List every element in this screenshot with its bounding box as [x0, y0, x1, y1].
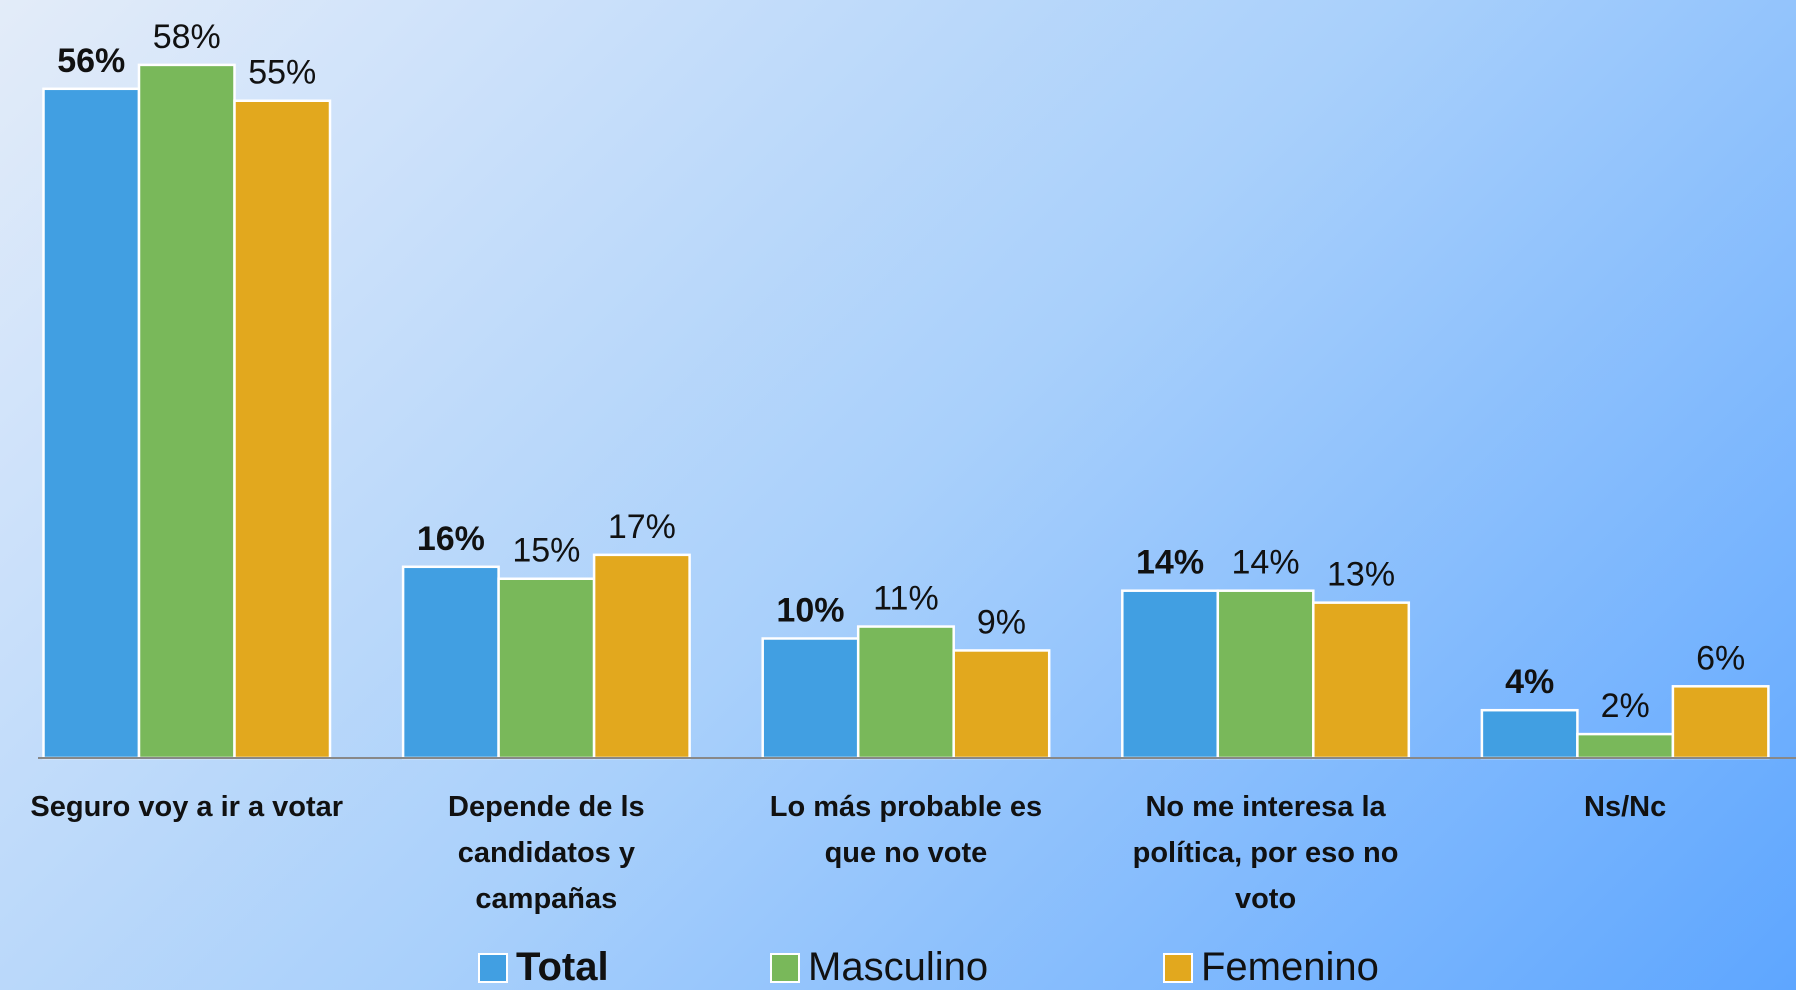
value-label: 2%: [1601, 687, 1650, 725]
legend-swatch: [770, 952, 800, 983]
value-label: 13%: [1327, 556, 1395, 594]
legend-label: Femenino: [1201, 945, 1379, 989]
bar: [42, 87, 141, 760]
x-tick-label: Ns/Nc: [1584, 791, 1667, 823]
value-label: 11%: [873, 580, 939, 618]
bar: [401, 565, 500, 760]
value-label: 6%: [1696, 639, 1745, 677]
value-label: 14%: [1136, 544, 1204, 582]
value-label: 9%: [977, 603, 1026, 641]
value-label: 58%: [153, 18, 221, 56]
bar: [1312, 601, 1411, 760]
bar: [952, 649, 1051, 760]
legend-item: Masculino: [770, 945, 988, 990]
bar: [1216, 589, 1315, 760]
value-label: 10%: [776, 591, 844, 629]
bar: [761, 637, 860, 760]
bar: [1121, 589, 1220, 760]
bar: [1671, 685, 1770, 760]
bar: [1576, 732, 1675, 760]
value-label: 14%: [1232, 544, 1300, 582]
legend-item: Femenino: [1163, 945, 1379, 990]
legend-swatch: [478, 952, 508, 983]
legend-label: Total: [516, 945, 609, 989]
legend-swatch: [1163, 952, 1193, 983]
bar: [497, 577, 596, 760]
bar: [856, 625, 955, 760]
bar: [137, 63, 236, 760]
bar: [592, 553, 691, 760]
value-label: 15%: [512, 532, 580, 570]
bar: [1480, 708, 1579, 760]
value-label: 17%: [608, 508, 676, 546]
legend-item: Total: [478, 945, 609, 990]
value-label: 4%: [1505, 663, 1554, 701]
x-tick-label: Lo más probable es que no vote: [769, 791, 1043, 869]
bar: [233, 99, 332, 760]
value-label: 16%: [417, 520, 485, 558]
legend-label: Masculino: [808, 945, 989, 989]
x-tick-label: Depende de ls candidatos y campañas: [448, 791, 645, 915]
value-label: 55%: [248, 54, 316, 92]
x-tick-label: No me interesa la política, por eso no v…: [1132, 791, 1399, 915]
value-label: 56%: [57, 42, 125, 80]
x-tick-label: Seguro voy a ir a votar: [30, 791, 344, 823]
